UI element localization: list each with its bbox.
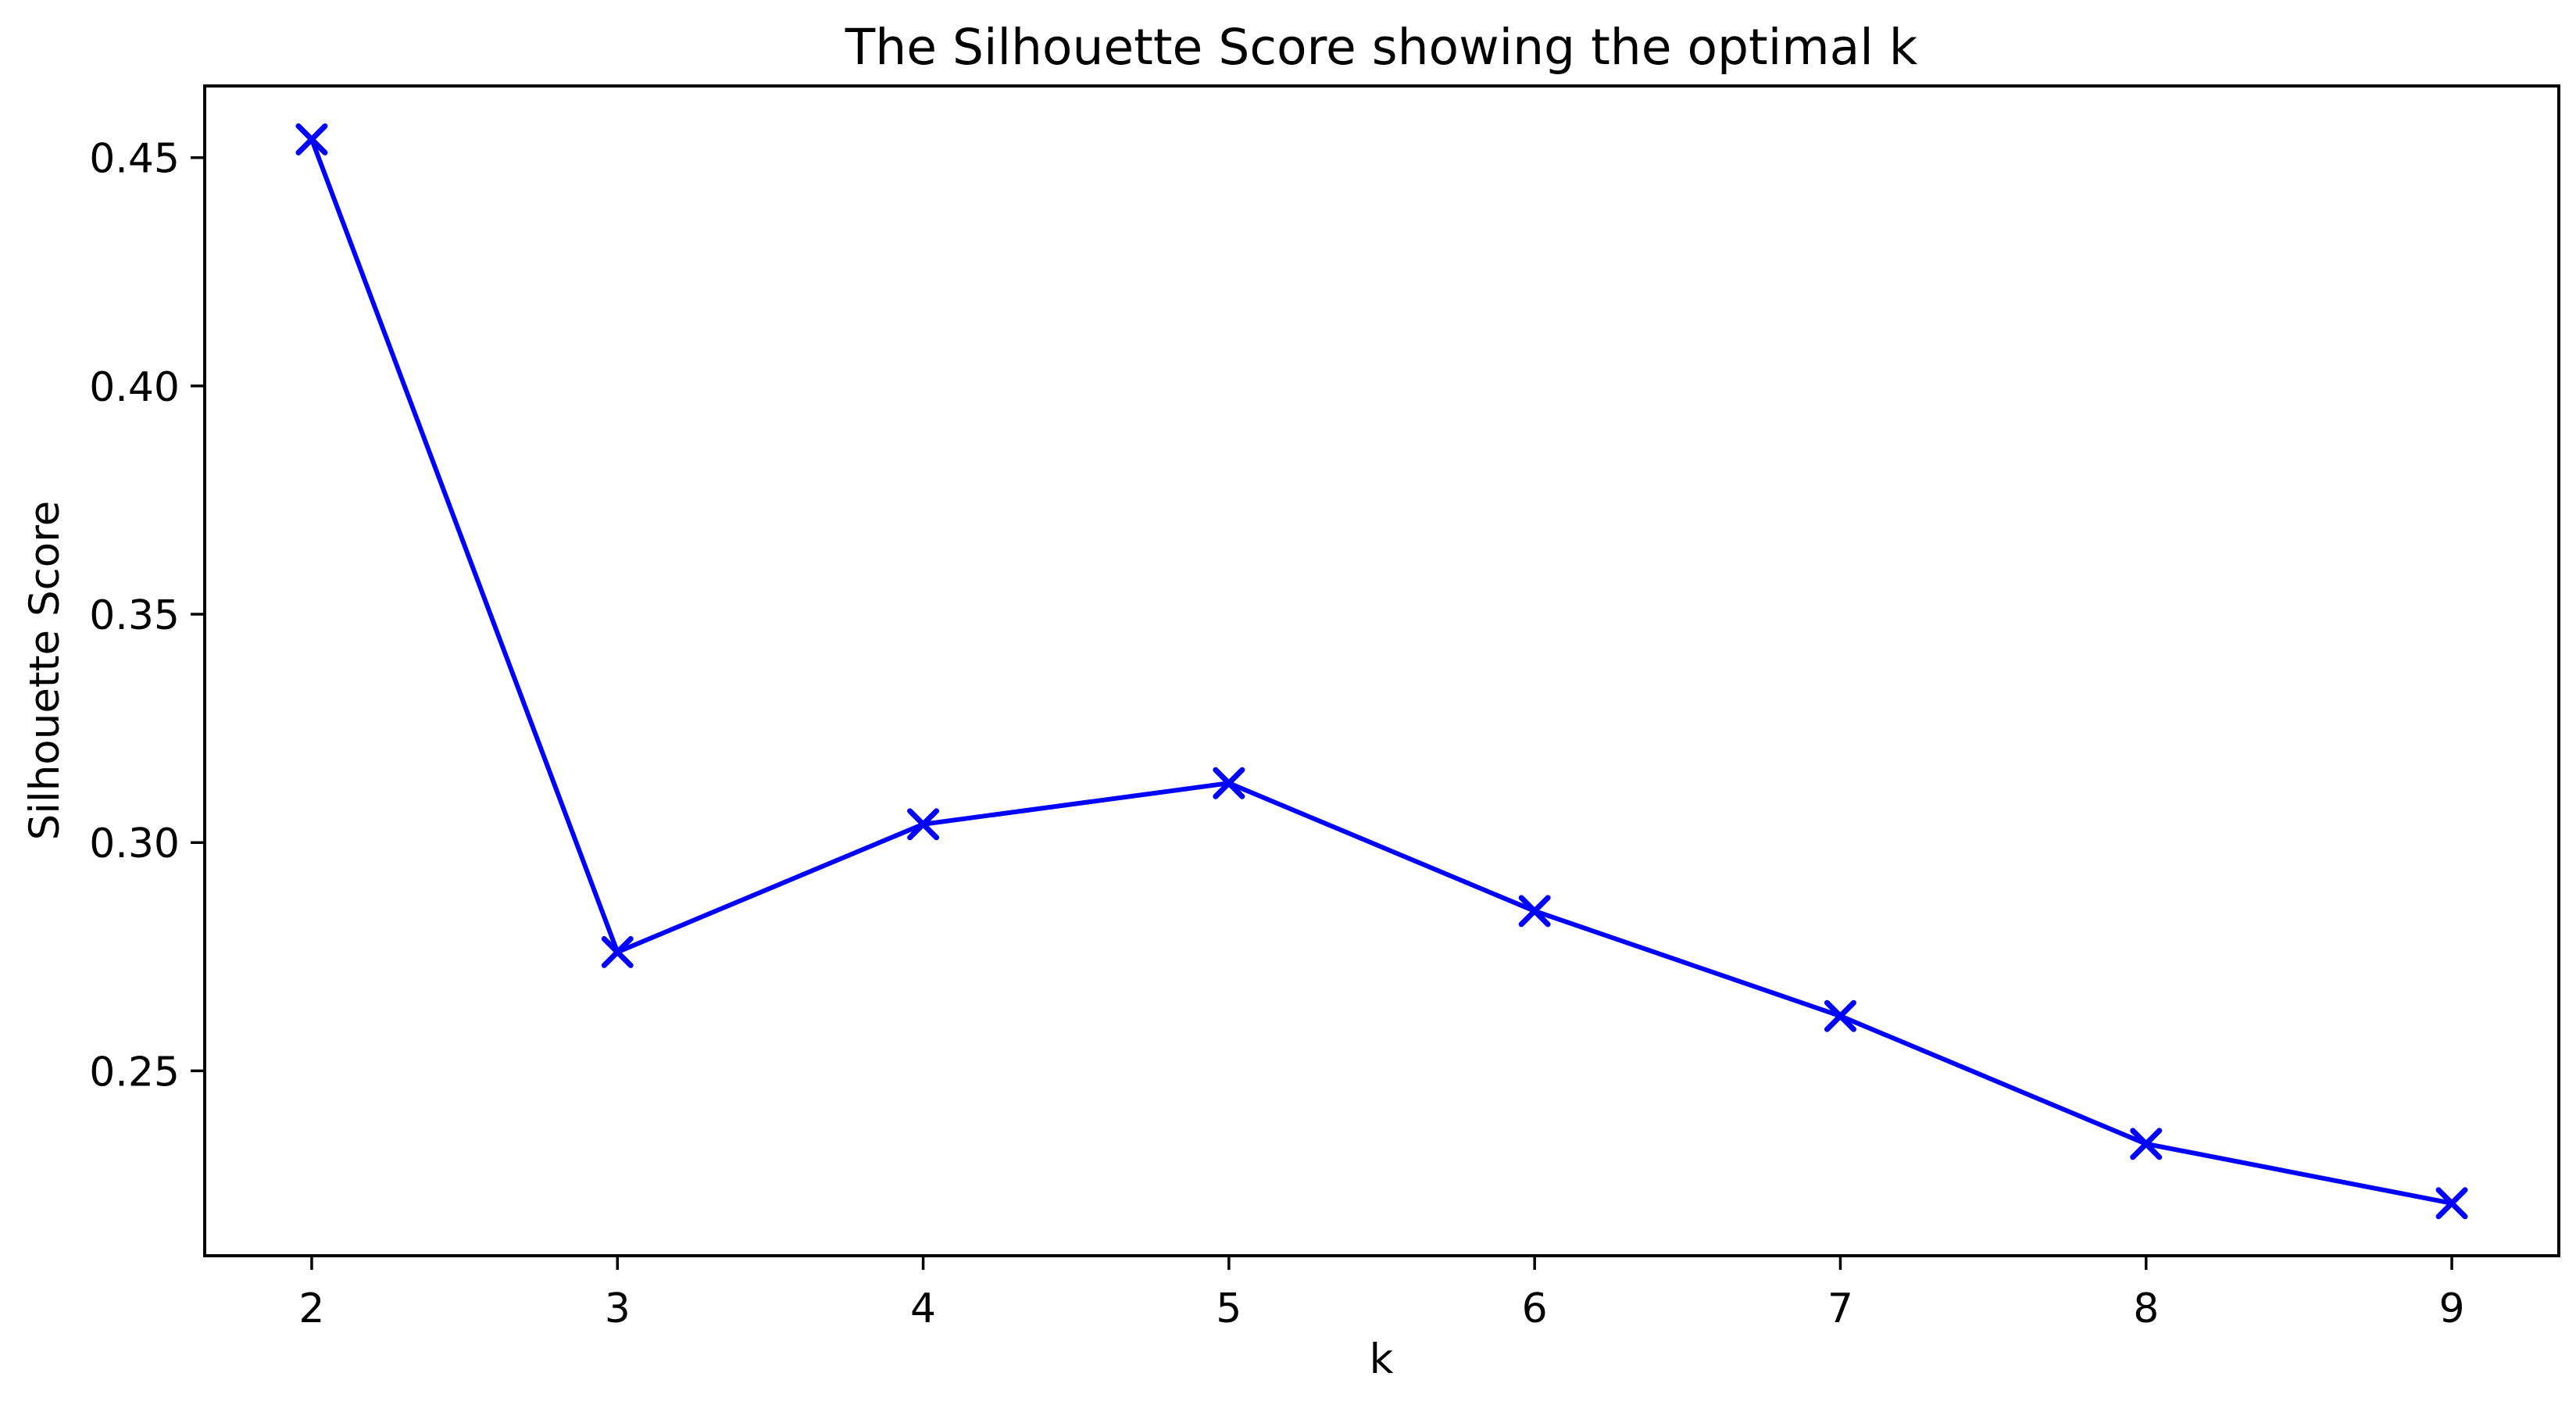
y-tick-label: 0.30 [89,820,180,867]
y-tick-label: 0.35 [89,592,180,639]
y-tick-label: 0.25 [89,1049,180,1096]
plot-area-border [203,84,2560,1257]
x-tick-label: 8 [2133,1285,2159,1332]
y-tick-label: 0.40 [89,364,180,411]
data-line [309,137,2454,1206]
y-axis-ticks: 0.25 0.30 0.35 0.40 0.45 [89,136,205,1096]
x-tick-label: 6 [1522,1285,1548,1332]
chart-title: The Silhouette Score showing the optimal… [845,19,1918,76]
x-tick-label: 5 [1216,1285,1242,1332]
data-point-marker [1213,767,1245,799]
data-point-markers [295,123,2468,1220]
data-point-marker [2130,1128,2163,1160]
data-point-marker [1518,895,1551,928]
data-point-marker [295,123,328,156]
data-point-marker [1824,999,1856,1032]
y-axis-label: Silhouette Score [21,501,69,841]
x-axis-ticks: 2 3 4 5 6 7 8 9 [298,1256,2465,1332]
x-tick-label: 7 [1827,1285,1853,1332]
x-tick-label: 3 [605,1285,631,1332]
data-point-marker [2435,1187,2468,1220]
x-tick-label: 4 [910,1285,936,1332]
x-tick-label: 2 [298,1285,324,1332]
data-point-marker [907,808,940,841]
x-tick-label: 9 [2438,1285,2464,1332]
y-tick-label: 0.45 [89,136,180,183]
x-axis-label: k [1370,1335,1394,1383]
data-point-marker [601,935,634,968]
